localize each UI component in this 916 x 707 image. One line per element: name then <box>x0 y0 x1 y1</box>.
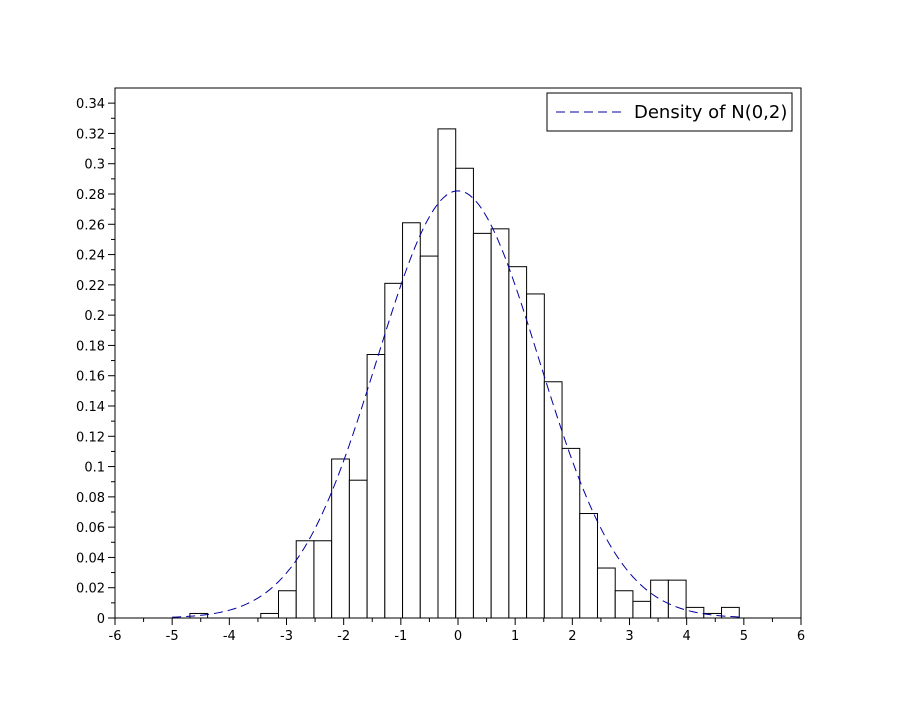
y-tick-label: 0.3 <box>84 158 105 173</box>
histogram-bar-6 <box>277 590 297 619</box>
x-tick-label: 4 <box>683 629 691 644</box>
x-tick-label: 5 <box>740 629 748 644</box>
y-tick-label: 0 <box>97 612 105 627</box>
histogram-bar-24 <box>596 567 616 619</box>
histogram-bar-11 <box>366 354 386 619</box>
x-tick-label: -1 <box>394 629 407 644</box>
x-tick-label: -4 <box>223 629 236 644</box>
axes: -6 -5 -4 -3 -2 -1 0 1 2 3 4 5 6 0 0.02 0.04 0.06 0.08 0.1 0… <box>76 87 805 644</box>
x-tick-label: -2 <box>337 629 350 644</box>
histogram-bar-22 <box>561 447 581 619</box>
y-tick-label: 0.06 <box>76 521 105 536</box>
x-tick-label: 3 <box>625 629 633 644</box>
histogram-bar-23 <box>579 513 598 619</box>
histogram-bar-5 <box>260 612 279 619</box>
histogram-bar-9 <box>331 458 350 619</box>
y-tick-label: 0.22 <box>76 279 105 294</box>
y-tick-label: 0.34 <box>76 97 105 112</box>
histogram-bar-18 <box>490 228 510 619</box>
x-tick-label: -5 <box>166 629 179 644</box>
histogram-bar-7 <box>295 540 315 619</box>
histogram-bar-25 <box>614 590 634 619</box>
histogram-bar-20 <box>526 293 545 619</box>
y-tick-label: 0.12 <box>76 430 105 445</box>
histogram-bar-12 <box>384 282 404 619</box>
legend-label: Density of N(0,2) <box>634 102 787 123</box>
histogram-bar-8 <box>313 540 333 619</box>
histogram-bar-29 <box>685 606 705 619</box>
histogram-bar-28 <box>667 579 687 619</box>
histogram-bar-17 <box>472 232 492 619</box>
x-tick-label: -6 <box>109 629 122 644</box>
y-tick-label: 0.26 <box>76 218 105 233</box>
y-tick-label: 0.14 <box>76 400 105 415</box>
y-tick-label: 0.02 <box>76 582 105 597</box>
histogram-bar-19 <box>508 266 528 619</box>
histogram-bar-21 <box>543 381 563 619</box>
x-tick-label: 2 <box>568 629 576 644</box>
histogram-bar-14 <box>419 255 439 619</box>
y-tick-label: 0.04 <box>76 551 105 566</box>
histogram-bar-10 <box>348 479 368 619</box>
y-tick-label: 0.08 <box>76 491 105 506</box>
histogram-bar-16 <box>455 167 474 619</box>
x-tick-label: 1 <box>511 629 519 644</box>
y-tick-label: 0.1 <box>84 461 105 476</box>
y-tick-label: 0.18 <box>76 339 105 354</box>
histogram-bar-15 <box>437 128 457 619</box>
density-curve <box>172 190 744 618</box>
histogram-bar-26 <box>632 600 652 619</box>
histogram-bars <box>189 128 740 619</box>
histogram-bar-13 <box>402 222 421 619</box>
y-tick-label: 0.2 <box>84 309 105 324</box>
x-tick-label: 0 <box>454 629 462 644</box>
x-tick-label: -3 <box>280 629 293 644</box>
x-tick-label: 6 <box>797 629 805 644</box>
y-tick-label: 0.24 <box>76 249 105 264</box>
legend: Density of N(0,2) <box>546 92 793 132</box>
y-tick-label: 0.28 <box>76 188 105 203</box>
y-tick-label: 0.32 <box>76 127 105 142</box>
y-tick-label: 0.16 <box>76 370 105 385</box>
histogram-bar-27 <box>650 579 669 619</box>
